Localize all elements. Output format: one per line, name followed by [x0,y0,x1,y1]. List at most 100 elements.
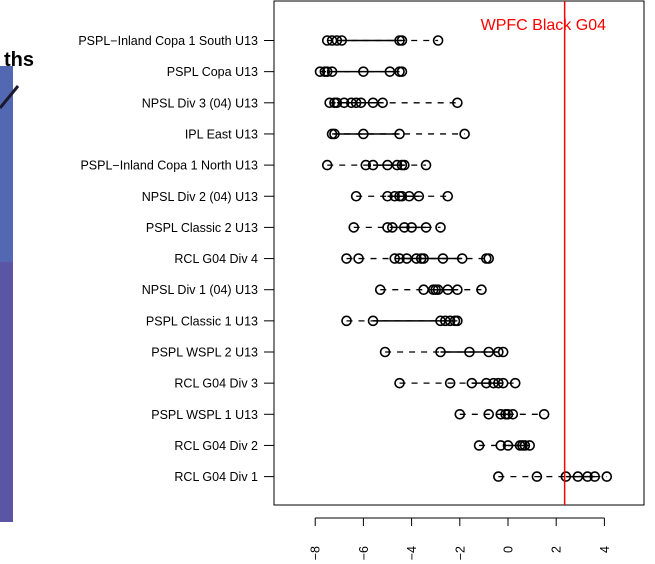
y-tick-label: RCL G04 Div 2 [174,439,258,453]
x-axis: −8 −6 −4 −2 0 2 4 [309,517,612,560]
data-point [531,471,543,482]
y-tick-label: PSPL Classic 2 U13 [146,221,258,235]
data-point [435,222,446,233]
data-point [341,253,352,264]
reference-line-label: WPFC Black G04 [481,17,606,34]
data-point [358,128,369,140]
data-row [341,315,463,327]
data-row [341,253,495,264]
data-point [452,284,463,296]
data-point [399,159,410,171]
background-line [0,85,20,109]
data-point [399,222,410,233]
data-point [350,190,362,202]
data-point [353,253,364,264]
data-point [394,377,405,389]
y-tick-label: NPSL Div 3 (04) U13 [142,96,258,110]
data-point [382,222,393,233]
data-point [396,190,408,202]
data-point [391,159,403,171]
background-chart-panel: ths [0,40,70,522]
x-tick-label: 4 [598,546,612,553]
data-point [483,408,495,420]
data-point [493,377,504,389]
data-point [502,408,514,420]
data-row [350,190,454,202]
data-point [394,128,405,140]
data-point [396,66,408,77]
data-point [338,97,350,109]
x-tick-label: −2 [453,546,467,560]
data-point [379,346,391,358]
data-point [413,190,425,202]
data-point [324,97,335,109]
data-point [374,284,386,296]
data-point [377,97,388,109]
background-title-mask [0,40,70,66]
data-point [589,471,601,482]
data-point [464,346,475,358]
data-point [435,346,446,358]
y-tick-label: IPL East U13 [185,127,258,141]
data-point [326,66,338,77]
y-tick-label: PSPL Classic 1 U13 [146,314,258,328]
data-point [432,35,444,46]
data-point [454,408,466,420]
data-point [329,128,340,140]
data-point [418,253,429,264]
x-tick-label: −4 [405,546,419,560]
data-row [348,222,446,233]
data-point [502,440,514,451]
data-point [348,222,360,233]
y-tick-label: RCL G04 Div 1 [174,470,258,484]
data-point [411,253,422,264]
data-row [374,284,487,296]
y-tick-label: RCL G04 Div 3 [174,377,258,391]
data-point [389,253,401,264]
data-point [341,315,352,327]
y-tick-label: NPSL Div 2 (04) U13 [142,190,258,204]
data-row [324,97,463,109]
data-point [437,253,449,264]
data-point [396,35,408,46]
data-point [444,315,456,327]
data-point [509,377,521,389]
data-point [524,440,535,451]
data-row [493,471,613,482]
data-point [442,190,454,202]
plot-frame [273,0,645,506]
data-point [466,377,478,389]
data-rows [314,35,613,482]
data-point [582,471,593,482]
data-point [321,66,333,77]
data-point [420,159,432,171]
data-point [355,97,367,109]
data-point [420,222,432,233]
data-row [473,440,535,451]
data-row [394,377,521,389]
data-point [601,471,613,482]
data-row [454,408,550,420]
data-point [358,66,369,77]
data-point [452,97,463,109]
data-point [481,377,492,389]
data-point [336,35,348,46]
data-point [394,253,405,264]
data-row [314,66,408,77]
x-tick-label: 2 [550,546,564,553]
data-point [459,128,470,140]
x-tick-label: −8 [309,546,323,560]
data-point [476,284,487,296]
data-point [497,377,509,389]
y-tick-label: PSPL−Inland Copa 1 South U13 [78,34,258,48]
data-point [538,408,550,420]
data-point [406,222,417,233]
data-point [519,440,531,451]
data-point [444,377,456,389]
y-tick-label: NPSL Div 1 (04) U13 [142,283,258,297]
data-point [367,159,379,171]
data-row [379,346,509,358]
data-point [495,440,507,451]
y-tick-label: PSPL−Inland Copa 1 North U13 [80,159,258,173]
